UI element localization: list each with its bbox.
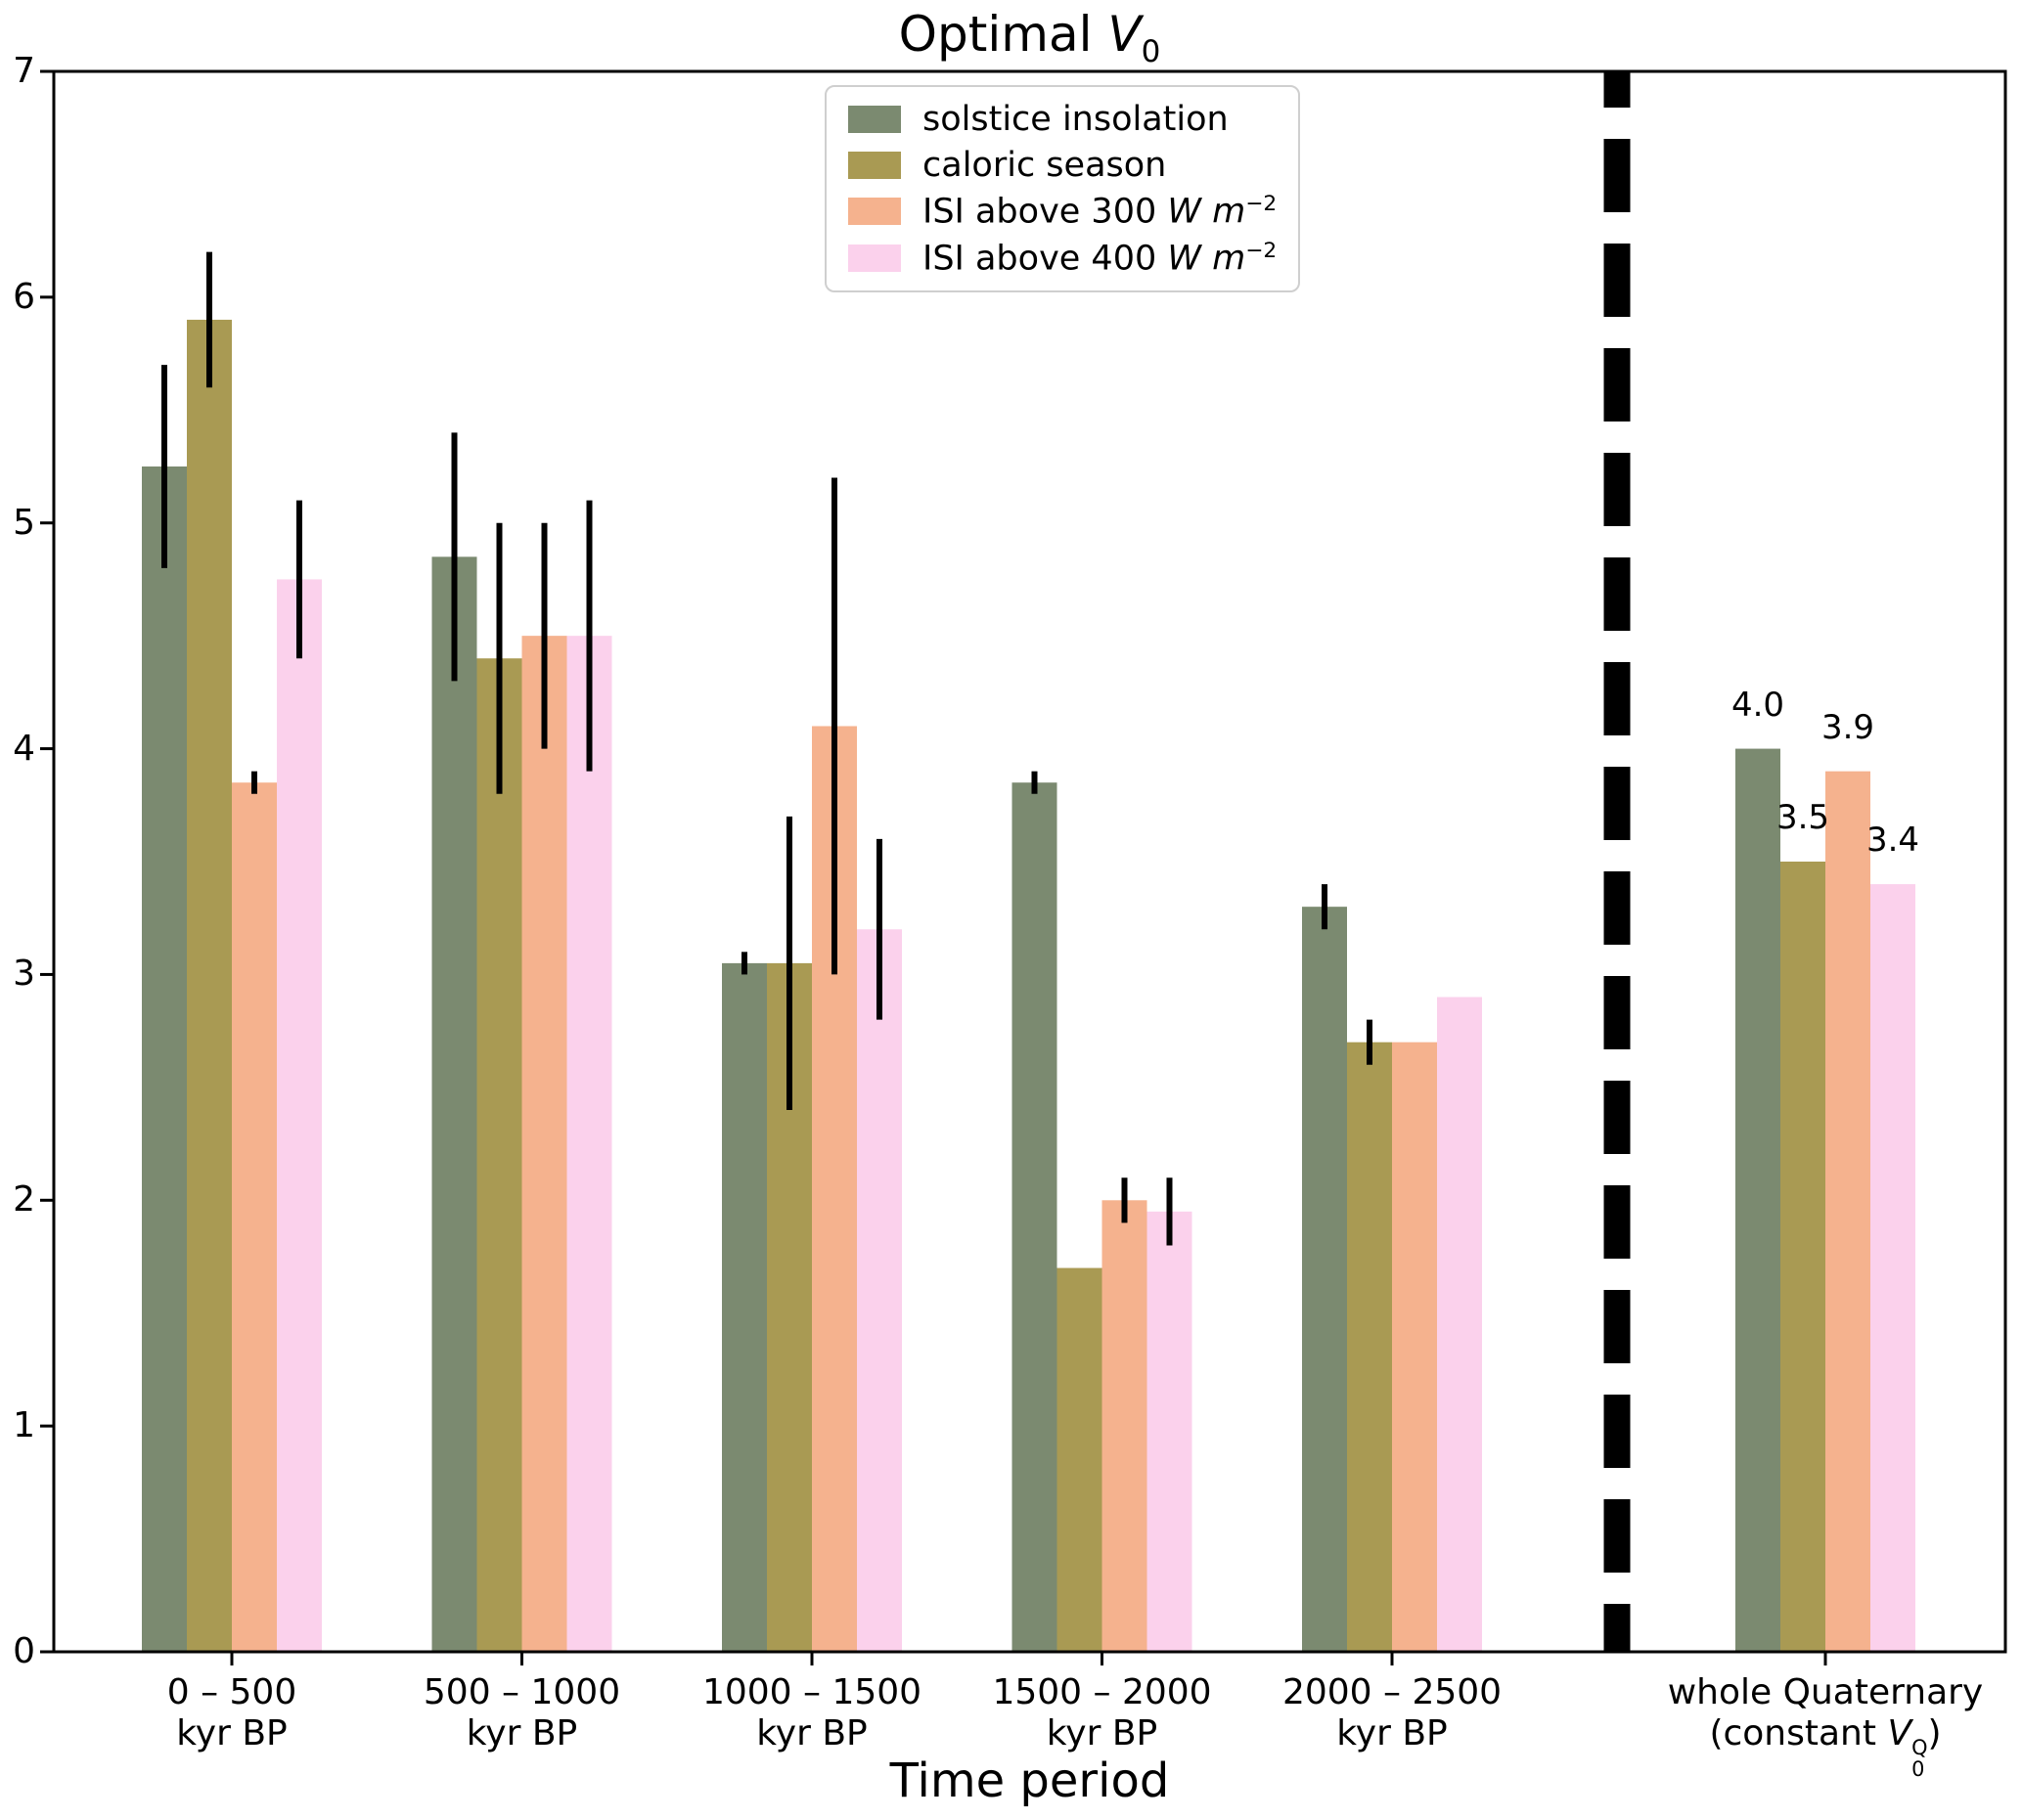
legend-item-solstice-insolation: solstice insolation [848, 100, 1277, 139]
bar-isi-above-300-g1 [232, 782, 277, 1652]
legend-item-caloric-season: caloric season [848, 146, 1277, 185]
bar-isi-above-300-g4 [1101, 1200, 1147, 1652]
x-tick-line1: whole Quaternary [1667, 1672, 1984, 1712]
x-axis-label: Time period [889, 1753, 1170, 1808]
bar-isi-above-400-g4 [1146, 1211, 1192, 1652]
bar-solstice-insolation-g3 [722, 962, 767, 1652]
x-tick-label-g4: 1500 – 2000 kyr BP [946, 1672, 1259, 1755]
legend-item-isi-above-300: ISI above 300 W m−2 [848, 192, 1277, 232]
y-tick-label-4: 4 [13, 728, 35, 769]
x-tick-label-g2: 500 – 1000 kyr BP [366, 1672, 679, 1755]
chart-title: Optimal V0 [54, 6, 2005, 69]
x-tick-line1: 500 – 1000 [423, 1672, 621, 1712]
legend-swatch-icon [848, 198, 901, 226]
y-tick-label-2: 2 [13, 1179, 35, 1221]
x-tick-label-g3: 1000 – 1500 kyr BP [655, 1672, 968, 1755]
x-tick-line1: 1000 – 1500 [701, 1672, 922, 1712]
bar-solstice-insolation-g6 [1735, 748, 1780, 1652]
bar-solstice-insolation-g1 [142, 466, 187, 1652]
bar-isi-above-400-g6 [1870, 884, 1915, 1652]
y-tick-label-6: 6 [13, 276, 35, 317]
x-tick-label-g6: whole Quaternary (constant V Q 0) [1571, 1672, 2022, 1781]
chart-title-variable: V [1107, 6, 1142, 63]
bar-caloric-season-g1 [187, 319, 232, 1652]
bar-isi-above-300-g2 [521, 636, 567, 1653]
x-tick-line2: kyr BP [466, 1713, 578, 1754]
legend-label: solstice insolation [922, 100, 1229, 139]
bar-caloric-season-g5 [1347, 1042, 1392, 1652]
y-tick-label-7: 7 [13, 51, 35, 91]
bar-value-label-isi-above-300: 3.9 [1820, 707, 1875, 747]
bar-solstice-insolation-g5 [1302, 907, 1347, 1652]
bar-caloric-season-g4 [1056, 1267, 1102, 1652]
bar-value-label-isi-above-400: 3.4 [1865, 821, 1920, 861]
legend-swatch-icon [848, 106, 901, 133]
chart-title-subscript: 0 [1141, 34, 1161, 69]
chart-title-text: Optimal [898, 6, 1108, 63]
bar-caloric-season-g6 [1780, 862, 1825, 1652]
x-tick-line1: 1500 – 2000 [992, 1672, 1212, 1712]
x-tick-line2: kyr BP [176, 1713, 288, 1754]
bar-value-label-caloric-season: 3.5 [1775, 798, 1830, 837]
bar-isi-above-300-g5 [1392, 1042, 1437, 1652]
y-tick-label-5: 5 [13, 502, 35, 543]
x-tick-line2: (constant V Q 0) [1709, 1713, 1942, 1781]
x-tick-label-g5: 2000 – 2500 kyr BP [1236, 1672, 1549, 1755]
legend-label: caloric season [922, 146, 1167, 185]
bar-isi-above-400-g2 [566, 636, 612, 1653]
legend-swatch-icon [848, 244, 901, 272]
bar-isi-above-300-g6 [1825, 771, 1870, 1652]
bar-isi-above-400-g1 [277, 579, 322, 1652]
x-tick-line1: 2000 – 2500 [1281, 1672, 1503, 1712]
legend-swatch-icon [848, 152, 901, 179]
y-tick-label-1: 1 [13, 1405, 35, 1446]
y-tick-label-3: 3 [13, 954, 35, 995]
bar-isi-above-400-g5 [1437, 997, 1482, 1652]
bar-isi-above-400-g3 [857, 929, 902, 1652]
x-tick-label-g1: 0 – 500 kyr BP [75, 1672, 388, 1755]
legend-item-isi-above-400: ISI above 400 W m−2 [848, 238, 1278, 279]
legend-box: solstice insolation caloric season ISI abo… [825, 85, 1301, 293]
bar-value-label-solstice-insolation: 4.0 [1730, 685, 1785, 725]
legend-label: ISI above 400 W m−2 [922, 238, 1278, 279]
bar-solstice-insolation-g4 [1011, 782, 1057, 1652]
x-tick-line1: 0 – 500 [166, 1672, 297, 1712]
y-tick-label-0: 0 [13, 1631, 35, 1671]
bar-solstice-insolation-g2 [431, 556, 477, 1653]
plot-border [52, 69, 2007, 1654]
legend-label: ISI above 300 W m−2 [922, 192, 1278, 232]
x-tick-line2: kyr BP [1336, 1713, 1448, 1754]
x-tick-line2: kyr BP [1046, 1713, 1158, 1754]
x-tick-line2: kyr BP [756, 1713, 868, 1754]
bar-caloric-season-g2 [476, 658, 522, 1652]
